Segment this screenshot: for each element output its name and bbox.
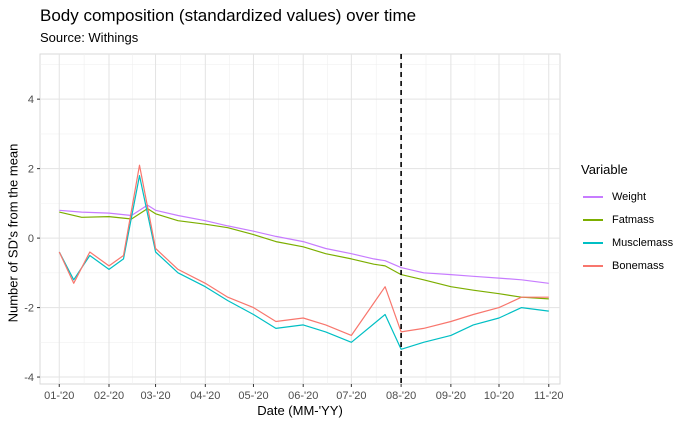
legend: Variable Weight Fatmass Musclemass Bonem… xyxy=(581,162,673,277)
y-tick-label: 4 xyxy=(28,94,34,106)
legend-key-weight xyxy=(583,195,603,198)
legend-label-musclemass: Musclemass xyxy=(612,236,674,249)
x-tick-label: 01-'20 xyxy=(44,390,74,402)
legend-item-musclemass: Musclemass xyxy=(581,231,673,254)
x-tick-label: 04-'20 xyxy=(190,390,220,402)
chart-title: Body composition (standardized values) o… xyxy=(40,6,417,25)
legend-label-fatmass: Fatmass xyxy=(612,213,655,226)
legend-label-bonemass: Bonemass xyxy=(612,259,664,272)
x-tick-label: 02-'20 xyxy=(94,390,124,402)
y-tick-label: -2 xyxy=(24,303,34,315)
x-tick-label: 06-'20 xyxy=(288,390,318,402)
legend-label-weight: Weight xyxy=(612,190,647,203)
y-tick-label: 0 xyxy=(28,233,34,245)
series-line-fatmass xyxy=(59,208,549,300)
plot-panel xyxy=(39,53,561,385)
x-tick-label: 07-'20 xyxy=(336,390,366,402)
chart-subtitle: Source: Withings xyxy=(40,30,139,45)
x-tick-label: 11-'20 xyxy=(534,390,563,402)
x-tick-label: 05-'20 xyxy=(238,390,268,402)
x-tick-label: 09-'20 xyxy=(436,390,466,402)
y-tick-label: 2 xyxy=(28,164,34,176)
legend-item-weight: Weight xyxy=(581,185,673,208)
legend-item-fatmass: Fatmass xyxy=(581,208,673,231)
legend-key-fatmass xyxy=(583,218,603,221)
legend-item-bonemass: Bonemass xyxy=(581,254,673,277)
x-tick-label: 10-'20 xyxy=(484,390,514,402)
series-line-bonemass xyxy=(58,164,549,336)
x-tick-label: 03-'20 xyxy=(140,390,170,402)
legend-key-bonemass xyxy=(583,264,603,267)
x-tick-label: 08-'20 xyxy=(386,390,416,402)
legend-key-musclemass xyxy=(583,241,603,244)
series-line-musclemass xyxy=(58,175,549,350)
x-axis-label: Date (MM-'YY) xyxy=(257,403,343,418)
series-line-weight xyxy=(59,204,549,284)
y-tick-label: -4 xyxy=(24,372,34,384)
legend-title: Variable xyxy=(581,162,628,177)
